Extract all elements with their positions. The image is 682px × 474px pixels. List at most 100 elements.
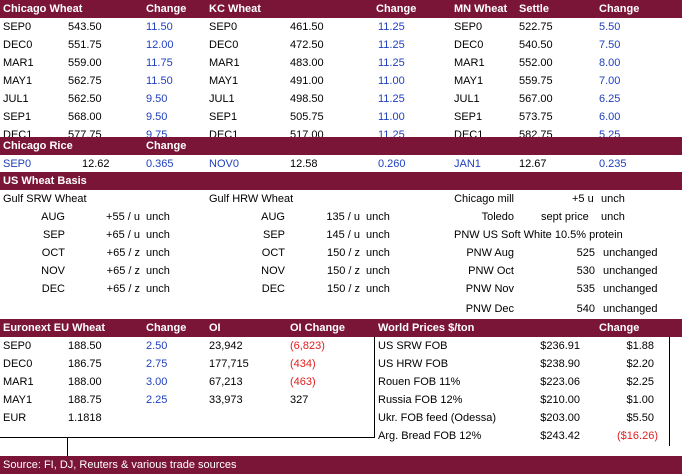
kc-month: DEC0: [209, 39, 239, 51]
kc-price: 491.00: [290, 75, 324, 87]
world-change: $1.88: [626, 340, 654, 352]
kc-change: 11.25: [378, 39, 405, 51]
pnw-title: PNW US Soft White 10.5% protein: [454, 229, 623, 241]
chicago-price: 543.50: [68, 21, 102, 33]
chicago-price: 551.75: [68, 39, 102, 51]
mn-price: 522.75: [519, 21, 553, 33]
euronext-change: 2.75: [146, 358, 168, 370]
hrw-value: 150 / z: [326, 247, 360, 259]
gulf-srw-title: Gulf SRW Wheat: [3, 193, 87, 205]
toledo-label: Toledo: [481, 211, 514, 223]
source-note: Source: FI, DJ, Reuters & various trade …: [3, 459, 237, 471]
rice-change: 0.365: [146, 158, 174, 170]
basis-header-band: US Wheat Basis: [0, 172, 682, 190]
kc-price: 505.75: [290, 111, 324, 123]
mn-change: 8.00: [599, 57, 621, 69]
world-price: $238.90: [540, 358, 580, 370]
kc-change: 11.25: [378, 21, 405, 33]
world-label: Russia FOB 12%: [378, 394, 463, 406]
mn-price: 573.75: [519, 111, 553, 123]
table-row: SEP1 568.00 9.50 SEP1 505.75 11.00 SEP1 …: [0, 108, 682, 126]
futures-header-band: Chicago Wheat Change KC Wheat Change MN …: [0, 0, 682, 18]
euronext-month: MAY1: [3, 394, 33, 406]
hrw-value: 135 / u: [326, 211, 360, 223]
toledo-value: sept price: [541, 211, 589, 223]
euronext-oi-change: (434): [290, 358, 316, 370]
table-row: MAR1 559.00 11.75 MAR1 483.00 11.25 MAR1…: [0, 54, 682, 72]
euronext-change-header: Change: [146, 322, 187, 334]
srw-month: SEP: [42, 229, 65, 241]
eur-value: 1.1818: [68, 412, 102, 424]
kc-change: 11.25: [378, 57, 405, 69]
mn-price: 540.50: [519, 39, 553, 51]
euronext-oi-change: (6,823): [290, 340, 325, 352]
world-price: $236.91: [540, 340, 580, 352]
world-price: $243.42: [540, 430, 580, 442]
euronext-oi: 33,973: [209, 394, 243, 406]
rice-month: NOV0: [209, 158, 239, 170]
pnw-label: PNW Nov: [465, 283, 514, 295]
rice-row: SEP0 12.62 0.365 NOV0 12.58 0.260 JAN1 1…: [0, 155, 682, 173]
table-row: MAY1 562.75 11.50 MAY1 491.00 11.00 MAY1…: [0, 72, 682, 90]
pnw-change: unchanged: [603, 303, 658, 315]
euronext-change: 3.00: [146, 376, 168, 388]
table-row: JUL1 562.50 9.50 JUL1 498.50 11.25 JUL1 …: [0, 90, 682, 108]
chicago-price: 562.75: [68, 75, 102, 87]
pnw-change: unchanged: [603, 283, 658, 295]
chicago-change: 12.00: [146, 39, 174, 51]
srw-change: unch: [146, 283, 170, 295]
kc-change: 11.25: [378, 93, 405, 105]
euronext-title: Euronext EU Wheat: [3, 322, 106, 334]
mn-price: 552.00: [519, 57, 553, 69]
source-band: Source: FI, DJ, Reuters & various trade …: [0, 456, 682, 474]
chicago-month: MAR1: [3, 57, 34, 69]
euronext-oi-header: OI: [209, 322, 221, 334]
rice-change-header: Change: [146, 140, 187, 152]
euronext-oi: 177,715: [209, 358, 249, 370]
pnw-label: PNW Dec: [465, 303, 514, 315]
hrw-change: unch: [366, 283, 390, 295]
srw-value: +55 / u: [106, 211, 140, 223]
pnw-change: unchanged: [603, 265, 658, 277]
pnw-value: 535: [576, 283, 595, 295]
world-change: $5.50: [626, 412, 654, 424]
hrw-value: 145 / u: [326, 229, 360, 241]
pnw-value: 530: [576, 265, 595, 277]
mn-month: SEP0: [454, 21, 483, 33]
rice-header-band: Chicago Rice Change: [0, 137, 682, 155]
table-row: DEC0 551.75 12.00 DEC0 472.50 11.25 DEC0…: [0, 36, 682, 54]
rice-change: 0.235: [599, 158, 627, 170]
chicago-change: 9.50: [146, 93, 168, 105]
kc-price: 498.50: [290, 93, 324, 105]
rice-month: SEP0: [3, 158, 32, 170]
rice-month: JAN1: [454, 158, 481, 170]
gulf-hrw-title: Gulf HRW Wheat: [209, 193, 294, 205]
rice-price: 12.67: [519, 158, 547, 170]
euronext-month: MAR1: [3, 376, 34, 388]
euronext-month: SEP0: [3, 340, 32, 352]
srw-month: DEC: [41, 283, 65, 295]
srw-value: +65 / z: [106, 283, 140, 295]
hrw-change: unch: [366, 229, 390, 241]
euronext-right-border: [374, 337, 375, 438]
chicago-price: 562.50: [68, 93, 102, 105]
rice-change: 0.260: [378, 158, 406, 170]
hrw-change: unch: [366, 265, 390, 277]
pnw-value: 540: [576, 303, 595, 315]
hrw-change: unch: [366, 247, 390, 259]
world-title: World Prices $/ton: [378, 322, 475, 334]
world-label: US SRW FOB: [378, 340, 448, 352]
euronext-world-header-band: Euronext EU Wheat Change OI OI Change Wo…: [0, 319, 682, 337]
world-label: Ukr. FOB feed (Odessa): [378, 412, 496, 424]
rice-price: 12.58: [290, 158, 318, 170]
pnw-value: 525: [576, 247, 595, 259]
srw-change: unch: [146, 265, 170, 277]
srw-month: OCT: [41, 247, 65, 259]
mn-change-header: Change: [599, 3, 640, 15]
srw-value: +65 / z: [106, 265, 140, 277]
rice-title: Chicago Rice: [3, 140, 73, 152]
world-price: $203.00: [540, 412, 580, 424]
srw-change: unch: [146, 211, 170, 223]
mn-change: 7.00: [599, 75, 621, 87]
source-divider: [67, 437, 68, 456]
